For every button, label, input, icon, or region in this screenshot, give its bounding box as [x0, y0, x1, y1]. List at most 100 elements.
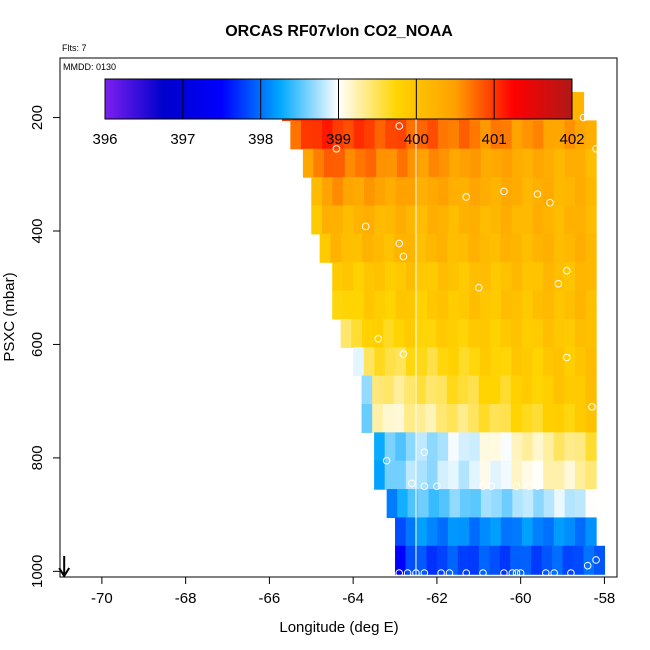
observation-point — [395, 239, 404, 248]
observation-point — [500, 187, 508, 196]
heatmap-cell — [342, 177, 355, 207]
y-axis: 200 400 600 800 1000 — [29, 105, 60, 588]
heatmap-cell — [290, 120, 302, 150]
heatmap-cell — [449, 489, 461, 519]
heatmap-cell — [458, 177, 471, 207]
y-tick-label: 200 — [29, 105, 46, 130]
heatmap-cell — [500, 460, 513, 490]
heatmap-cell — [457, 318, 469, 348]
x-tick-label: -60 — [510, 590, 532, 607]
observation-point — [479, 569, 487, 577]
heatmap-cell — [364, 205, 376, 235]
heatmap-cell — [405, 545, 417, 575]
heatmap-cell — [351, 318, 363, 348]
heatmap-cell — [511, 233, 523, 263]
observation-point — [420, 448, 429, 457]
heatmap-cell — [353, 347, 365, 377]
heatmap-cell — [501, 262, 513, 292]
heatmap-cell — [415, 545, 428, 575]
observation-point — [500, 569, 508, 577]
heatmap-cell — [469, 517, 481, 547]
heatmap-cell — [395, 517, 407, 547]
x-tick-label: -62 — [426, 590, 448, 607]
heatmap-cell — [479, 517, 491, 547]
heatmap-cell — [480, 148, 492, 178]
heatmap-cell — [480, 120, 492, 150]
heatmap-cell — [532, 290, 544, 320]
heatmap-cell — [522, 177, 534, 207]
heatmap-cell — [574, 290, 587, 320]
heatmap-cell — [490, 205, 502, 235]
x-axis-label: Longitude (deg E) — [279, 619, 398, 636]
heatmap-cell — [415, 233, 427, 263]
heatmap-cell — [543, 177, 555, 207]
heatmap-cell — [564, 460, 576, 490]
heatmap-cell — [553, 375, 565, 405]
heatmap-cell — [585, 489, 597, 519]
heatmap-cell — [543, 262, 555, 292]
heatmap-cell — [583, 545, 595, 575]
heatmap-cell — [564, 205, 576, 235]
heatmap-cell — [437, 347, 449, 377]
heatmap-cell — [479, 460, 491, 490]
heatmap-cell — [395, 432, 407, 462]
heatmap-cell — [510, 318, 523, 348]
observation-point — [592, 144, 600, 153]
heatmap-cell — [405, 432, 417, 462]
observation-point — [546, 198, 554, 207]
heatmap-cell — [532, 347, 544, 377]
heatmap-cell — [416, 517, 428, 547]
heatmap-cell — [522, 120, 534, 150]
heatmap-cell — [374, 120, 386, 150]
heatmap-cell — [510, 375, 523, 405]
heatmap-cell — [574, 404, 586, 433]
heatmap-cell — [458, 290, 471, 320]
heatmap-cell — [574, 120, 587, 150]
heatmap-cell — [374, 347, 386, 377]
heatmap-cell — [416, 177, 428, 207]
heatmap-cell — [573, 92, 585, 121]
heatmap-cell — [386, 148, 398, 178]
heatmap-cell — [363, 290, 376, 320]
heatmap-cell — [405, 347, 418, 377]
arrow-marker — [58, 556, 71, 578]
heatmap-cell — [468, 318, 480, 348]
heatmap-cell — [574, 177, 587, 207]
heatmap-cell — [574, 432, 587, 462]
heatmap-cell — [302, 148, 314, 178]
heatmap-cell — [384, 432, 396, 462]
heatmap-cell — [416, 432, 428, 462]
heatmap-cell — [426, 460, 439, 490]
heatmap-cell — [372, 375, 384, 405]
heatmap-cell — [395, 262, 407, 292]
heatmap-cell — [489, 375, 501, 405]
heatmap-cell — [533, 489, 545, 519]
heatmap-cell — [489, 404, 501, 433]
heatmap-cell — [522, 347, 534, 377]
heatmap-cell — [511, 177, 523, 207]
heatmap-cell — [426, 545, 438, 575]
heatmap-cell — [353, 177, 365, 207]
heatmap-cell — [489, 233, 501, 263]
date-label: MMDD: 0130 — [63, 62, 116, 72]
heatmap-cell — [437, 460, 449, 490]
heatmap-cell — [542, 233, 555, 263]
observation-point — [445, 569, 454, 577]
heatmap-cell — [323, 148, 335, 178]
x-tick-label: -66 — [259, 590, 281, 607]
observation-point — [512, 482, 521, 491]
heatmap-cell — [585, 517, 597, 547]
heatmap-cell — [469, 120, 481, 150]
heatmap-cell — [491, 489, 503, 519]
plot-frame — [59, 57, 618, 578]
heatmap-cell — [585, 432, 597, 462]
observation-point — [567, 569, 575, 577]
heatmap-cell — [439, 148, 451, 178]
heatmap-cell — [427, 347, 439, 377]
heatmap-cell — [372, 404, 384, 433]
heatmap-cell — [469, 205, 481, 235]
heatmap-cell — [554, 148, 566, 178]
y-tick-label: 1000 — [29, 555, 46, 588]
observation-point — [403, 569, 412, 577]
